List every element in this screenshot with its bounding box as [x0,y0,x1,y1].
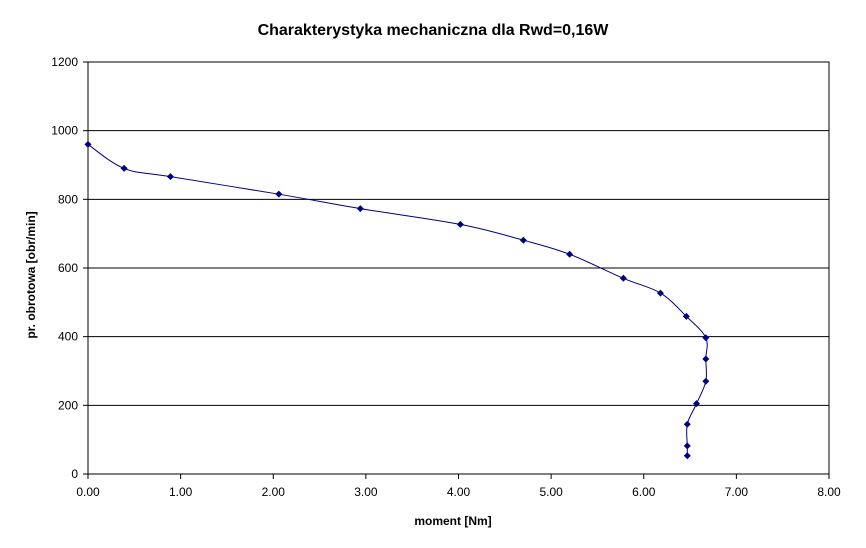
chart-title: Charakterystyka mechaniczna dla Rwd=0,16… [258,22,610,39]
data-point [519,236,527,244]
x-tick-label: 5.00 [539,485,563,499]
x-tick-label: 3.00 [354,485,378,499]
x-tick-label: 7.00 [725,485,749,499]
y-axis-title: pr. obrotowa [obr/min] [24,211,38,338]
x-tick-label: 1.00 [169,485,193,499]
data-point [84,140,92,148]
data-point [656,289,664,297]
x-tick-label: 8.00 [817,485,841,499]
y-tick-label: 800 [58,192,78,206]
y-tick-label: 1200 [51,55,78,69]
data-point [683,442,691,450]
x-axis-title: moment [Nm] [414,514,491,528]
data-point [619,274,627,282]
data-point [683,420,691,428]
data-point [702,355,710,363]
x-tick-label: 2.00 [262,485,286,499]
data-point [693,400,701,408]
data-point [356,205,364,213]
series-markers [84,140,710,460]
data-point [702,377,710,385]
data-point [166,173,174,181]
x-tick-label: 4.00 [447,485,471,499]
data-point [702,334,710,342]
data-point [566,250,574,258]
y-tick-label: 1000 [51,124,78,138]
axis-ticks: 0 200 400 600 800 1000 1200 0.00 1.00 2.00 3.00 4.0… [51,55,841,499]
y-tick-label: 400 [58,330,78,344]
data-point [683,452,691,460]
data-point [120,164,128,172]
x-tick-label: 6.00 [632,485,656,499]
y-tick-label: 200 [58,398,78,412]
data-point [456,220,464,228]
data-point [682,312,690,320]
data-point [275,190,283,198]
y-tick-label: 0 [71,467,78,481]
series-line [87,143,708,456]
x-tick-label: 0.00 [76,485,100,499]
grid [88,130,829,406]
y-tick-label: 600 [58,261,78,275]
